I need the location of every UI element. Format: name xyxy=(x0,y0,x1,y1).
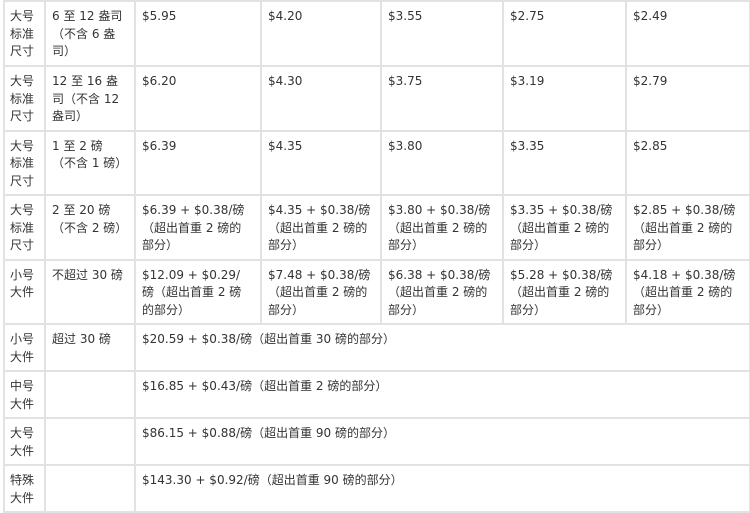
price-cell: $2.85 xyxy=(625,129,750,196)
category-cell: 大号标准尺寸 xyxy=(3,129,46,196)
category-cell: 大号标准尺寸 xyxy=(3,194,46,261)
category-cell: 特殊大件 xyxy=(3,464,46,513)
price-cell: $4.20 xyxy=(260,0,382,67)
table-row: 中号大件 $16.85 + $0.43/磅（超出首重 2 磅的部分） xyxy=(3,370,750,419)
price-cell: $4.18 + $0.38/磅（超出首重 2 磅的部分） xyxy=(625,258,750,325)
table-row: 大号大件 $86.15 + $0.88/磅（超出首重 90 磅的部分） xyxy=(3,417,750,466)
table-row: 大号标准尺寸 2 至 20 磅（不含 2 磅） $6.39 + $0.38/磅（超出… xyxy=(3,194,750,261)
weight-cell xyxy=(44,370,136,419)
weight-cell: 6 至 12 盎司（不含 6 盎司） xyxy=(44,0,136,67)
price-cell: $2.49 xyxy=(625,0,750,67)
table-row: 大号标准尺寸 6 至 12 盎司（不含 6 盎司） $5.95 $4.20 $3.55 $… xyxy=(3,0,750,67)
price-cell: $6.39 + $0.38/磅（超出首重 2 磅的部分） xyxy=(134,194,262,261)
price-cell: $143.30 + $0.92/磅（超出首重 90 磅的部分） xyxy=(134,464,750,513)
price-cell: $3.35 xyxy=(502,129,627,196)
price-cell: $4.30 xyxy=(260,65,382,132)
category-cell: 小号大件 xyxy=(3,258,46,325)
price-cell: $6.39 xyxy=(134,129,262,196)
fee-table: 大号标准尺寸 6 至 12 盎司（不含 6 盎司） $5.95 $4.20 $3.55 $… xyxy=(3,0,750,513)
price-cell: $3.75 xyxy=(380,65,504,132)
price-cell: $3.80 xyxy=(380,129,504,196)
table-row: 特殊大件 $143.30 + $0.92/磅（超出首重 90 磅的部分） xyxy=(3,464,750,513)
weight-cell: 1 至 2 磅（不含 1 磅） xyxy=(44,129,136,196)
weight-cell: 不超过 30 磅 xyxy=(44,258,136,325)
price-cell: $5.28 + $0.38/磅（超出首重 2 磅的部分） xyxy=(502,258,627,325)
price-cell: $2.75 xyxy=(502,0,627,67)
price-cell: $7.48 + $0.38/磅（超出首重 2 磅的部分） xyxy=(260,258,382,325)
price-cell: $6.38 + $0.38/磅（超出首重 2 磅的部分） xyxy=(380,258,504,325)
weight-cell xyxy=(44,417,136,466)
price-cell: $2.79 xyxy=(625,65,750,132)
table-row: 小号大件 不超过 30 磅 $12.09 + $0.29/磅（超出首重 2 磅的部分… xyxy=(3,258,750,325)
weight-cell: 超过 30 磅 xyxy=(44,323,136,372)
category-cell: 中号大件 xyxy=(3,370,46,419)
category-cell: 大号标准尺寸 xyxy=(3,0,46,67)
weight-cell xyxy=(44,464,136,513)
weight-cell: 2 至 20 磅（不含 2 磅） xyxy=(44,194,136,261)
price-cell: $3.19 xyxy=(502,65,627,132)
price-cell: $12.09 + $0.29/磅（超出首重 2 磅的部分） xyxy=(134,258,262,325)
weight-cell: 12 至 16 盎司（不含 12 盎司） xyxy=(44,65,136,132)
category-cell: 大号大件 xyxy=(3,417,46,466)
price-cell: $16.85 + $0.43/磅（超出首重 2 磅的部分） xyxy=(134,370,750,419)
price-cell: $4.35 xyxy=(260,129,382,196)
table-row: 大号标准尺寸 12 至 16 盎司（不含 12 盎司） $6.20 $4.30 $3.7… xyxy=(3,65,750,132)
price-cell: $3.80 + $0.38/磅（超出首重 2 磅的部分） xyxy=(380,194,504,261)
table-row: 大号标准尺寸 1 至 2 磅（不含 1 磅） $6.39 $4.35 $3.80 $3.3… xyxy=(3,129,750,196)
category-cell: 小号大件 xyxy=(3,323,46,372)
price-cell: $4.35 + $0.38/磅（超出首重 2 磅的部分） xyxy=(260,194,382,261)
price-cell: $86.15 + $0.88/磅（超出首重 90 磅的部分） xyxy=(134,417,750,466)
table-row: 小号大件 超过 30 磅 $20.59 + $0.38/磅（超出首重 30 磅的部分… xyxy=(3,323,750,372)
price-cell: $3.55 xyxy=(380,0,504,67)
price-cell: $5.95 xyxy=(134,0,262,67)
price-cell: $2.85 + $0.38/磅（超出首重 2 磅的部分） xyxy=(625,194,750,261)
category-cell: 大号标准尺寸 xyxy=(3,65,46,132)
price-cell: $6.20 xyxy=(134,65,262,132)
price-cell: $20.59 + $0.38/磅（超出首重 30 磅的部分） xyxy=(134,323,750,372)
price-cell: $3.35 + $0.38/磅（超出首重 2 磅的部分） xyxy=(502,194,627,261)
